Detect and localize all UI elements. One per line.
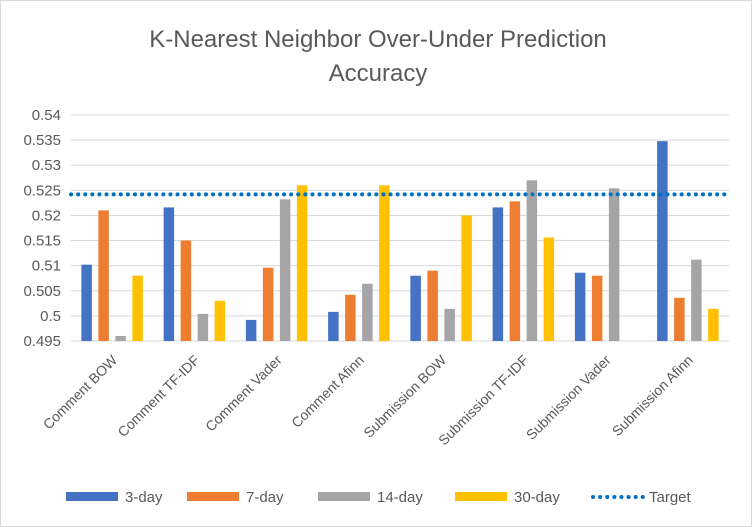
bar-7-day-5 (509, 201, 521, 341)
bar-14-day-4 (444, 308, 455, 341)
y-tick-label: 0.505 (23, 283, 61, 300)
bar-7-day-7 (674, 297, 685, 341)
bar-30-day-2 (296, 185, 308, 341)
bar-7-day-3 (345, 294, 356, 341)
y-tick-label: 0.515 (23, 233, 61, 250)
legend-swatch (318, 492, 370, 501)
chart-title: K-Nearest Neighbor Over-Under Prediction… (149, 26, 607, 87)
bar-3-day-6 (574, 272, 586, 341)
bar-30-day-7 (708, 308, 719, 341)
bar-14-day-3 (362, 283, 373, 341)
y-tick-label: 0.495 (23, 333, 61, 350)
y-axis: 0.495 0.5 0.505 0.51 0.515 0.52 0.525 0.53 0.535… (23, 107, 61, 350)
bar-14-day-6 (608, 188, 620, 341)
x-tick-label: Comment TF-IDF (114, 352, 202, 440)
bar-30-day-3 (379, 185, 390, 341)
legend-label: 7-day (246, 489, 284, 506)
x-tick-label: Submission BOW (360, 351, 449, 440)
bar-30-day-5 (543, 237, 555, 341)
legend-item-14-day: 14-day (318, 489, 423, 506)
bar-14-day-5 (526, 180, 538, 341)
bar-3-day-5 (492, 207, 504, 341)
chart-title-line-1: K-Nearest Neighbor Over-Under Prediction (149, 26, 607, 53)
x-tick-label: Comment BOW (40, 351, 121, 432)
bar-3-day-4 (410, 275, 421, 341)
bar-30-day-4 (461, 215, 472, 341)
legend-label: 3-day (125, 489, 163, 506)
bar-3-day-2 (245, 319, 257, 341)
x-tick-label: Submission Afinn (609, 352, 696, 439)
legend-label: 14-day (377, 489, 423, 506)
bar-30-day-0 (132, 275, 143, 341)
chart-title-line-2: Accuracy (329, 60, 428, 87)
y-tick-label: 0.54 (32, 107, 61, 124)
bar-30-day-1 (214, 300, 226, 341)
legend-item-30-day: 30-day (455, 489, 560, 506)
y-tick-label: 0.53 (32, 157, 61, 174)
bars (81, 141, 719, 341)
bar-3-day-3 (328, 311, 339, 341)
y-tick-label: 0.5 (40, 308, 61, 325)
bar-7-day-1 (180, 240, 192, 341)
bar-14-day-0 (115, 335, 126, 341)
legend-swatch (66, 492, 118, 501)
y-tick-label: 0.52 (32, 207, 61, 224)
bar-7-day-6 (591, 275, 603, 341)
bar-14-day-1 (197, 313, 209, 341)
legend-swatch (187, 492, 239, 501)
y-tick-label: 0.535 (23, 132, 61, 149)
x-tick-label: Submission Vader (523, 352, 614, 443)
legend-item-target: Target (591, 489, 692, 506)
legend: 3-day 7-day 14-day 30-day Target (66, 489, 692, 506)
legend-label: 30-day (514, 489, 560, 506)
y-tick-label: 0.525 (23, 182, 61, 199)
bar-7-day-4 (427, 270, 438, 341)
x-tick-label: Submission TF-IDF (435, 352, 531, 448)
bar-14-day-2 (279, 199, 291, 341)
bar-3-day-1 (163, 207, 175, 341)
bar-14-day-7 (691, 259, 702, 341)
bar-3-day-0 (81, 264, 92, 341)
y-tick-label: 0.51 (32, 258, 61, 275)
x-tick-label: Comment Afinn (288, 352, 367, 431)
x-tick-label: Comment Vader (202, 352, 285, 435)
legend-item-7-day: 7-day (187, 489, 284, 506)
bar-7-day-2 (262, 267, 274, 341)
legend-item-3-day: 3-day (66, 489, 163, 506)
legend-label: Target (649, 489, 692, 506)
bar-7-day-0 (98, 210, 109, 341)
bar-3-day-7 (657, 141, 668, 341)
legend-swatch (455, 492, 507, 501)
